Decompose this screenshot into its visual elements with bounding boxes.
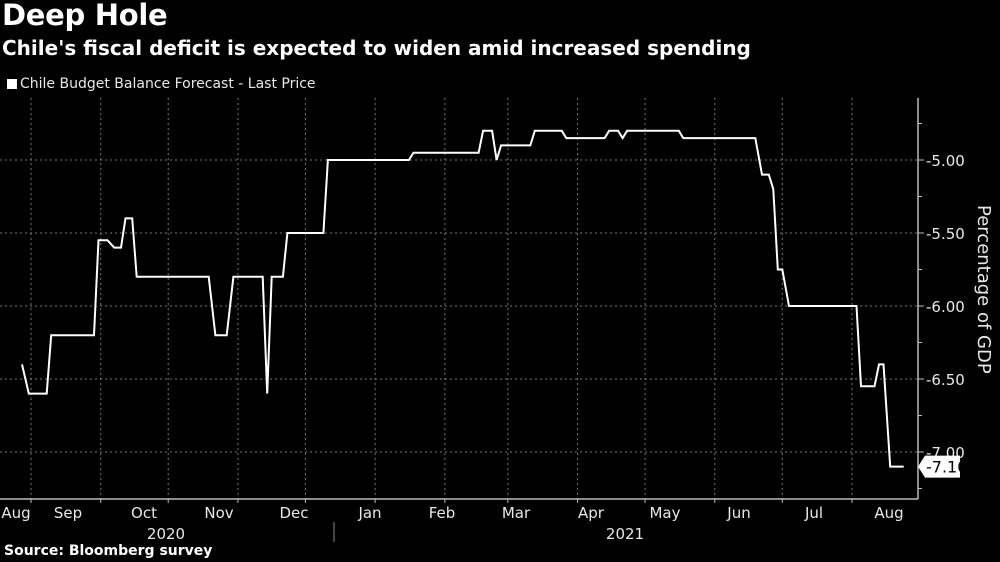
x-tick-label: Jun	[726, 504, 750, 522]
legend: Chile Budget Balance Forecast - Last Pri…	[7, 76, 316, 92]
x-tick-label: Aug	[874, 504, 903, 522]
x-tick-label: Oct	[131, 504, 157, 522]
x-tick-label: Nov	[204, 504, 233, 522]
x-axis-labels: Aug Sep Oct Nov Dec Jan Feb Mar Apr May Jun Jul Aug 2…	[1, 504, 903, 543]
y-tick-label: -6.00	[926, 298, 965, 316]
legend-swatch-icon	[7, 79, 17, 89]
legend-label: Chile Budget Balance Forecast - Last Pri…	[20, 76, 316, 92]
x-tick-label: Dec	[279, 504, 308, 522]
x-tick-label: Apr	[578, 504, 605, 522]
last-value-tag	[918, 455, 960, 478]
source-note: Source: Bloomberg survey	[4, 543, 213, 559]
chart-title: Deep Hole	[2, 0, 168, 32]
gridlines	[0, 98, 917, 499]
x-tick-label: Mar	[502, 504, 531, 522]
y-axis-labels: -5.00-5.50-6.00-6.50-7.00	[926, 152, 965, 462]
year-label-2020: 2020	[147, 525, 185, 543]
y-tick-label: -6.50	[926, 371, 965, 389]
y-tick-label: -5.00	[926, 152, 965, 170]
y-axis-title: Percentage of GDP	[973, 205, 994, 374]
axes	[0, 98, 924, 503]
x-tick-label: Sep	[54, 504, 82, 522]
chart-subtitle: Chile's fiscal deficit is expected to wi…	[2, 36, 751, 60]
budget-balance-line	[21, 129, 904, 468]
last-value-text: -7.10	[926, 458, 967, 477]
x-tick-label: Feb	[429, 504, 456, 522]
y-tick-label: -5.50	[926, 225, 965, 243]
x-tick-label: Jul	[804, 504, 823, 522]
x-tick-label: Aug	[1, 504, 30, 522]
x-tick-label: Jan	[357, 504, 381, 522]
year-label-2021: 2021	[606, 525, 644, 543]
x-tick-label: May	[649, 504, 680, 522]
last-value-badge: -7.10	[918, 455, 967, 478]
